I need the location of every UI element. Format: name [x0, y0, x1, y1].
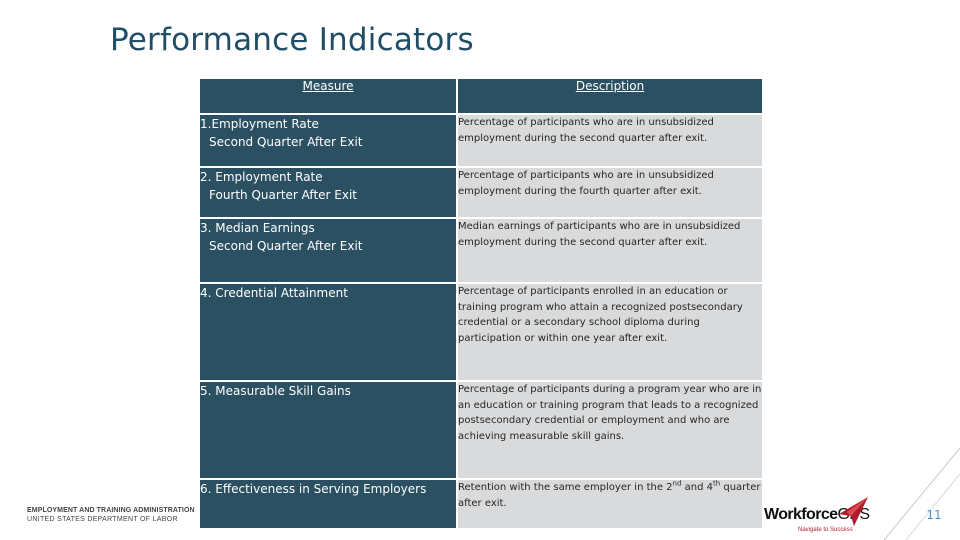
measure-cell: 3. Median Earnings Second Quarter After … — [198, 217, 458, 284]
table-row: 6. Effectiveness in Serving Employers Re… — [198, 478, 764, 530]
page-number: 11 — [926, 508, 942, 522]
description-cell: Retention with the same employer in the … — [456, 478, 764, 530]
header-measure: Measure — [198, 77, 458, 115]
description-cell: Percentage of participants who are in un… — [456, 113, 764, 168]
table-row: 2. Employment Rate Fourth Quarter After … — [198, 166, 764, 219]
measure-cell: 6. Effectiveness in Serving Employers — [198, 478, 458, 530]
measure-title: 6. Effectiveness in Serving Employers — [200, 482, 427, 496]
measure-subtitle: Second Quarter After Exit — [209, 135, 363, 149]
measure-subtitle: Second Quarter After Exit — [209, 239, 363, 253]
measure-title: 5. Measurable Skill Gains — [200, 384, 351, 398]
measure-subtitle: Fourth Quarter After Exit — [209, 188, 358, 202]
description-cell: Percentage of participants during a prog… — [456, 380, 764, 480]
table-row: 4. Credential Attainment Percentage of p… — [198, 282, 764, 382]
performance-indicators-table: Measure Description 1.Employment Rate Se… — [198, 77, 764, 530]
description-cell: Median earnings of participants who are … — [456, 217, 764, 284]
measure-title: 2. Employment Rate — [200, 170, 323, 184]
description-cell: Percentage of participants who are in un… — [456, 166, 764, 219]
measure-cell: 4. Credential Attainment — [198, 282, 458, 382]
header-description: Description — [456, 77, 764, 115]
measure-cell: 1.Employment Rate Second Quarter After E… — [198, 113, 458, 168]
dol-eta-logo: EMPLOYMENT AND TRAINING ADMINISTRATION U… — [27, 507, 195, 523]
measure-title: 1.Employment Rate — [200, 117, 319, 131]
measure-cell: 2. Employment Rate Fourth Quarter After … — [198, 166, 458, 219]
table-row: 3. Median Earnings Second Quarter After … — [198, 217, 764, 284]
table-header-row: Measure Description — [198, 77, 764, 115]
slide-title: Performance Indicators — [110, 22, 474, 58]
corner-decoration — [883, 447, 960, 540]
logo-tagline: Navigate to Success — [798, 527, 853, 533]
table-row: 1.Employment Rate Second Quarter After E… — [198, 113, 764, 168]
paper-plane-icon — [839, 497, 868, 526]
description-cell: Percentage of participants enrolled in a… — [456, 282, 764, 382]
measure-title: 4. Credential Attainment — [200, 286, 348, 300]
table-row: 5. Measurable Skill Gains Percentage of … — [198, 380, 764, 480]
measure-cell: 5. Measurable Skill Gains — [198, 380, 458, 480]
measure-title: 3. Median Earnings — [200, 221, 315, 235]
